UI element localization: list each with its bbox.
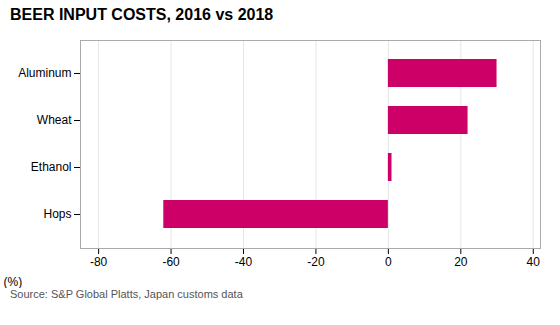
- svg-text:-20: -20: [307, 255, 325, 269]
- html-text:BEER INPUT COSTS, 2016 vs 2018: BEER INPUT COSTS, 2016 vs 2018: [10, 6, 274, 23]
- svg-text:(%): (%): [4, 275, 23, 289]
- html-text:Source: S&P Global Platts, Jap: Source: S&P Global Platts, Japan customs…: [10, 288, 243, 300]
- svg-text:Hops: Hops: [43, 207, 71, 221]
- svg-text:Aluminum: Aluminum: [18, 66, 71, 80]
- svg-text:-60: -60: [162, 255, 180, 269]
- svg-text:Ethanol: Ethanol: [31, 160, 72, 174]
- svg-text:20: 20: [454, 255, 468, 269]
- svg-text:Wheat: Wheat: [37, 113, 72, 127]
- svg-text:-40: -40: [235, 255, 253, 269]
- svg-text:0: 0: [385, 255, 392, 269]
- svg-text:40: 40: [527, 255, 541, 269]
- svg-text:-80: -80: [90, 255, 108, 269]
